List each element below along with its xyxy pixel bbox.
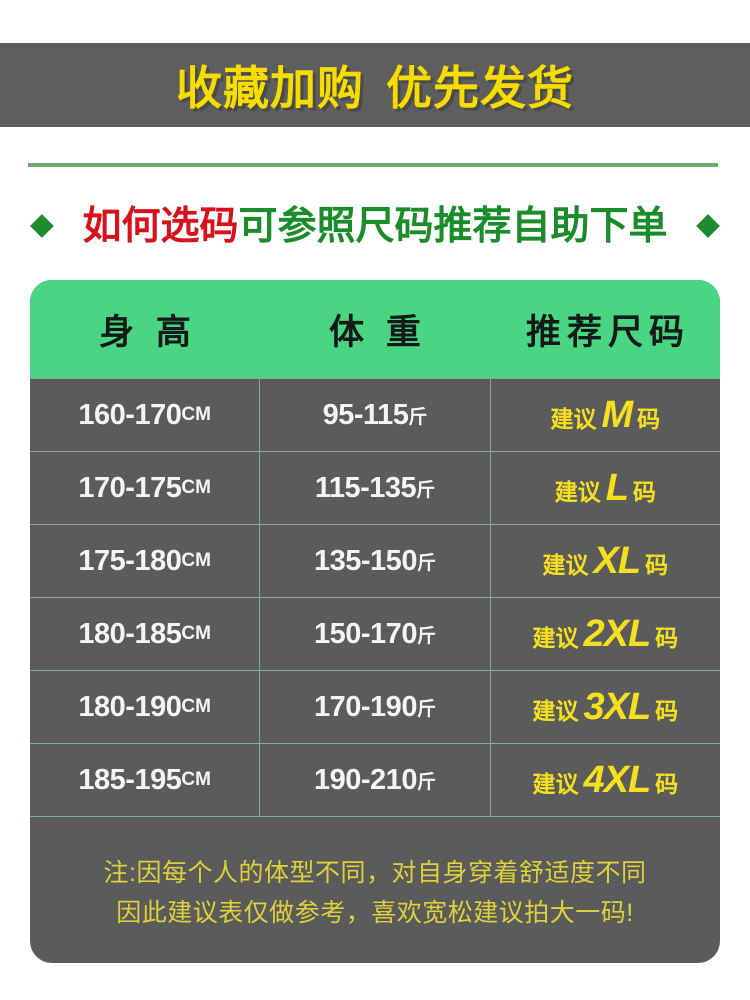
footnote-line-2: 因此建议表仅做参考，喜欢宽松建议拍大一码! (116, 898, 634, 927)
footnote-line-1: 注:因每个人的体型不同，对自身穿着舒适度不同 (103, 858, 647, 887)
cell-size: 建议 L 码 (489, 452, 720, 524)
cell-height: 185-195 CM (78, 763, 211, 796)
cell-size: 建议 3XL 码 (489, 671, 720, 743)
headline-red-text: 如何选码 (82, 205, 239, 248)
size-recommendation: 建议 2XL 码 (532, 612, 679, 655)
cell-size: 建议 4XL 码 (489, 744, 720, 816)
table-header-height: 身 高 (99, 312, 197, 352)
promo-text-part1: 收藏加购 (176, 62, 364, 114)
size-recommendation: 建议 4XL 码 (532, 758, 679, 801)
cell-height: 180-185 CM (78, 617, 211, 650)
cell-size: 建议 M 码 (489, 379, 720, 451)
cell-weight: 150-170 斤 (259, 598, 489, 670)
table-row: 160-170 CM 95-115 斤 建议 M 码 (30, 378, 720, 451)
cell-height: 180-190 CM (78, 690, 211, 723)
cell-weight: 135-150 斤 (259, 525, 489, 597)
headline-row: ◆ 如何选码可参照尺码推荐自助下单 ◆ (30, 192, 720, 254)
table-row: 185-195 CM 190-210 斤 建议 4XL 码 (30, 743, 720, 816)
promo-banner-text: 收藏加购 优先发货 (176, 52, 574, 118)
green-divider-rule (28, 163, 718, 167)
size-recommendation: 建议 L 码 (554, 466, 656, 509)
size-recommendation-table: 身 高 体 重 推荐尺码 160-170 CM 95-115 斤 建议 M 码 170-… (30, 280, 720, 963)
headline-text: 如何选码可参照尺码推荐自助下单 (82, 195, 667, 251)
cell-height: 170-175 CM (78, 471, 211, 504)
cell-weight: 115-135 斤 (259, 452, 489, 524)
cell-weight: 170-190 斤 (259, 671, 489, 743)
diamond-left-icon: ◆ (30, 205, 54, 241)
table-footnote: 注:因每个人的体型不同，对自身穿着舒适度不同 因此建议表仅做参考，喜欢宽松建议拍… (30, 816, 720, 963)
size-recommendation: 建议 M 码 (550, 393, 661, 436)
cell-height: 175-180 CM (78, 544, 211, 577)
diamond-right-icon: ◆ (696, 205, 720, 241)
promo-text-part2: 优先发货 (386, 62, 574, 114)
table-header-weight: 体 重 (329, 312, 427, 352)
cell-weight: 190-210 斤 (259, 744, 489, 816)
table-row: 180-190 CM 170-190 斤 建议 3XL 码 (30, 670, 720, 743)
headline-green-text: 可参照尺码推荐自助下单 (238, 205, 668, 248)
table-row: 175-180 CM 135-150 斤 建议 XL 码 (30, 524, 720, 597)
size-recommendation: 建议 XL 码 (542, 539, 669, 582)
table-row: 180-185 CM 150-170 斤 建议 2XL 码 (30, 597, 720, 670)
cell-weight: 95-115 斤 (259, 379, 489, 451)
table-header-size: 推荐尺码 (525, 312, 690, 352)
size-recommendation: 建议 3XL 码 (532, 685, 679, 728)
table-row: 170-175 CM 115-135 斤 建议 L 码 (30, 451, 720, 524)
promo-banner: 收藏加购 优先发货 (0, 43, 750, 127)
table-header-row: 身 高 体 重 推荐尺码 (30, 280, 720, 378)
cell-size: 建议 2XL 码 (489, 598, 720, 670)
cell-size: 建议 XL 码 (489, 525, 720, 597)
cell-height: 160-170 CM (78, 398, 211, 431)
